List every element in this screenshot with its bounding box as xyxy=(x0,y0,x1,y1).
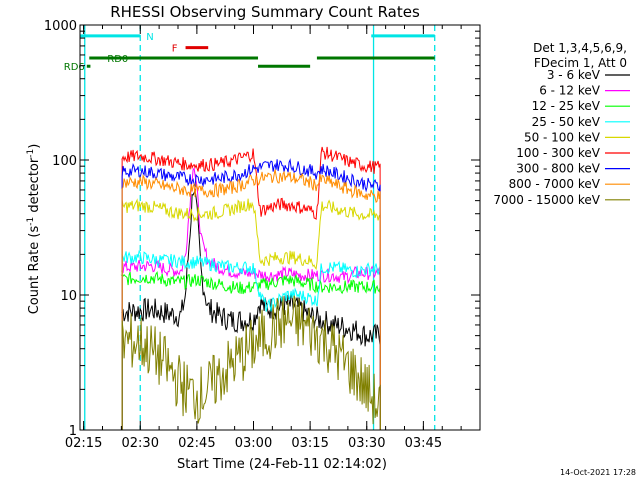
legend-entry-label: 7000 - 15000 keV xyxy=(493,193,600,207)
legend-entry-label: 3 - 6 keV xyxy=(547,68,601,82)
series-line-8 xyxy=(121,295,381,430)
series-line-1 xyxy=(120,167,381,430)
count-rate-series xyxy=(120,146,381,430)
legend-entry-label: 800 - 7000 keV xyxy=(509,177,601,191)
y-tick-label: 1000 xyxy=(44,19,77,34)
legend-entry-label: 300 - 800 keV xyxy=(516,162,600,176)
series-line-6 xyxy=(121,158,381,430)
legend-entry-label: 25 - 50 keV xyxy=(532,115,601,129)
y-axis-label-sup: -1 xyxy=(26,217,36,226)
y-tick-label: 100 xyxy=(52,154,77,169)
series-line-4 xyxy=(121,198,381,430)
x-tick-label: 02:45 xyxy=(178,436,215,451)
series-line-0 xyxy=(121,188,381,430)
y-axis-label-main: Count Rate (s xyxy=(27,226,42,315)
x-axis-label: Start Time (24-Feb-11 02:14:02) xyxy=(177,457,387,472)
axes: 02:15 02:30 02:45 03:00 03:15 03:30 03:45 1 10 10… xyxy=(44,19,480,451)
x-tick-label: 03:45 xyxy=(405,436,442,451)
annotation-label-F: F xyxy=(172,44,178,55)
y-axis-label: Count Rate (s-1 detector-1) xyxy=(26,144,42,315)
series-line-2 xyxy=(120,271,381,430)
y-axis-label-tail: detector xyxy=(27,157,42,217)
legend-header-line: FDecim 1, Att 0 xyxy=(534,56,627,70)
x-tick-label: 03:30 xyxy=(348,436,385,451)
y-axis-label-sup2: -1 xyxy=(26,149,36,158)
x-tick-label: 03:00 xyxy=(235,436,272,451)
legend: Det 1,3,4,5,6,9,FDecim 1, Att 03 - 6 keV… xyxy=(493,41,630,207)
chart-title: RHESSI Observing Summary Count Rates xyxy=(110,3,420,21)
legend-entry-label: 12 - 25 keV xyxy=(532,99,601,113)
plot-frame xyxy=(79,24,481,431)
state-annotation-bars: N F RD0 RD6 xyxy=(64,32,435,73)
series-line-3 xyxy=(121,250,381,430)
x-tick-label: 02:30 xyxy=(122,436,159,451)
attenuator-vertical-lines xyxy=(84,25,436,430)
footer-timestamp: 14-Oct-2021 17:28 xyxy=(560,468,636,477)
x-tick-label: 03:15 xyxy=(291,436,328,451)
y-tick-label: 10 xyxy=(60,289,77,304)
legend-entry-label: 100 - 300 keV xyxy=(516,146,600,160)
series-line-5 xyxy=(121,146,381,430)
annotation-label-N: N xyxy=(146,32,153,43)
y-axis-label-end: ) xyxy=(27,144,42,149)
legend-entry-label: 50 - 100 keV xyxy=(524,130,601,144)
y-tick-label: 1 xyxy=(69,424,77,439)
annotation-label-RD6: RD6 xyxy=(64,62,85,73)
legend-header-line: Det 1,3,4,5,6,9, xyxy=(533,41,627,55)
x-tick-label: 02:15 xyxy=(65,436,102,451)
annotation-label-RD0: RD0 xyxy=(107,54,128,65)
legend-entry-label: 6 - 12 keV xyxy=(539,84,601,98)
series-line-7 xyxy=(121,169,381,430)
